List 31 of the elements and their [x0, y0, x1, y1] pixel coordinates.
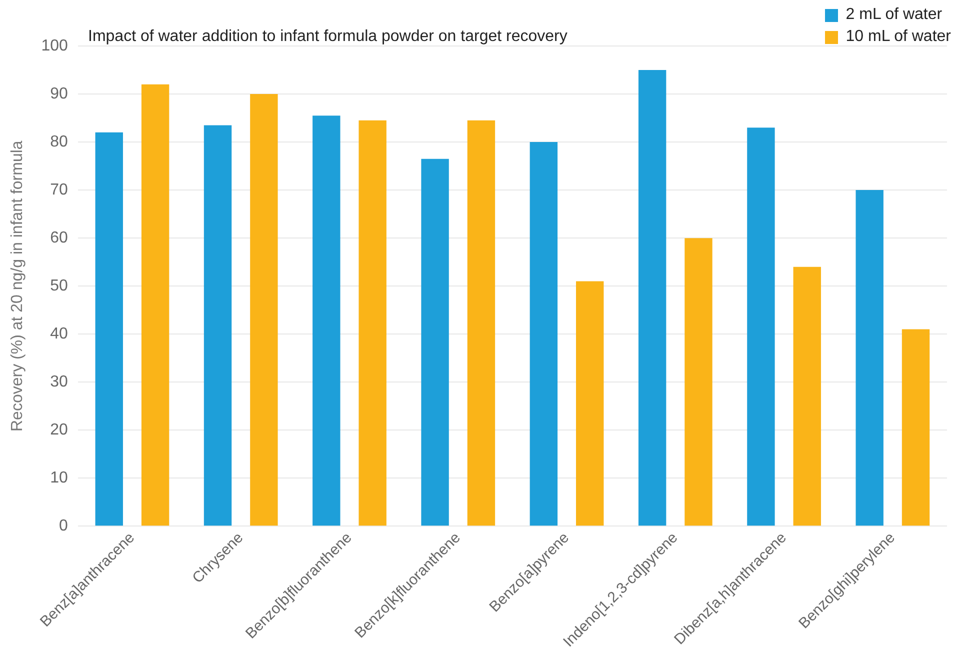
bar — [684, 238, 712, 526]
y-tick-label: 30 — [50, 374, 68, 391]
y-tick-label: 100 — [41, 37, 68, 54]
bar — [747, 128, 775, 526]
bar — [421, 158, 449, 526]
y-tick-label: 80 — [50, 133, 68, 150]
bar — [141, 84, 170, 526]
y-axis-title: Recovery (%) at 20 ng/g in infant formula — [9, 140, 26, 432]
legend-label: 10 mL of water — [844, 28, 951, 46]
bar — [358, 120, 386, 526]
chart-title: Impact of water addition to infant formula powder on target recovery — [88, 28, 568, 46]
bar — [250, 94, 278, 526]
y-tick-label: 90 — [50, 85, 68, 102]
y-tick-label: 20 — [50, 422, 68, 439]
bar — [204, 125, 232, 526]
bar — [902, 329, 930, 526]
y-tick-label: 40 — [50, 326, 68, 343]
bar — [856, 190, 884, 526]
y-tick-label: 10 — [50, 470, 68, 487]
y-tick-label: 50 — [50, 277, 68, 294]
bar — [530, 142, 558, 526]
bar — [467, 120, 496, 526]
bar — [95, 132, 123, 526]
y-tick-label: 60 — [50, 229, 68, 246]
legend-label: 2 mL of water — [844, 6, 944, 24]
bar — [576, 281, 604, 526]
y-tick-label: 70 — [50, 181, 68, 198]
bar — [638, 70, 666, 526]
bar — [793, 266, 821, 526]
bar — [312, 116, 340, 526]
y-tick-label: 0 — [58, 518, 68, 535]
